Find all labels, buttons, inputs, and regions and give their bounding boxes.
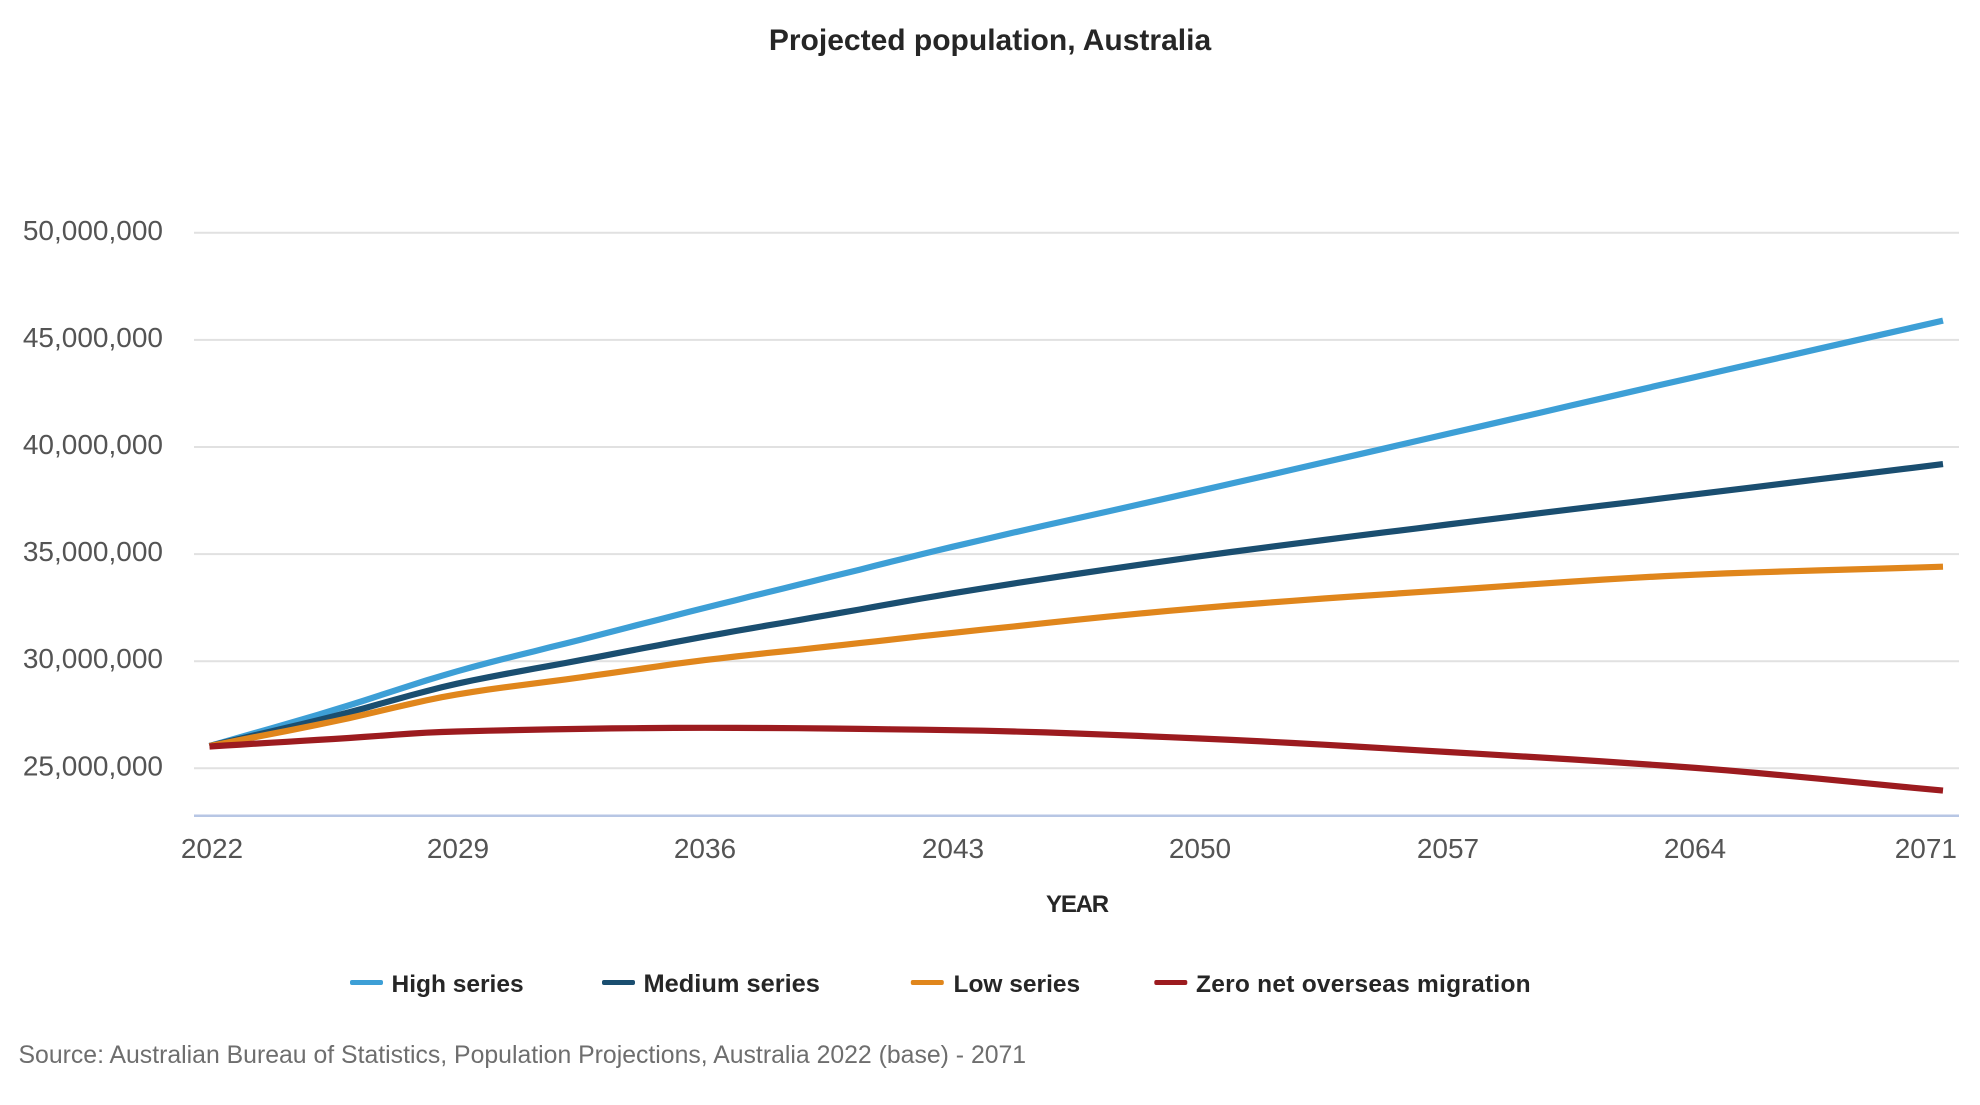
svg-text:Zero net overseas migration: Zero net overseas migration [1196, 971, 1531, 998]
svg-text:2071: 2071 [1895, 833, 1957, 864]
svg-text:2029: 2029 [427, 833, 489, 864]
svg-text:Low series: Low series [954, 971, 1081, 998]
svg-text:40,000,000: 40,000,000 [23, 429, 163, 460]
svg-text:30,000,000: 30,000,000 [23, 643, 163, 674]
svg-text:2022: 2022 [181, 833, 243, 864]
svg-text:25,000,000: 25,000,000 [23, 750, 163, 781]
svg-text:2064: 2064 [1664, 833, 1726, 864]
svg-text:2057: 2057 [1417, 833, 1479, 864]
svg-text:2050: 2050 [1169, 833, 1231, 864]
svg-text:2036: 2036 [674, 833, 736, 864]
svg-text:45,000,000: 45,000,000 [23, 322, 163, 353]
svg-text:YEAR: YEAR [1046, 891, 1109, 918]
svg-text:Projected population, Australi: Projected population, Australia [769, 24, 1212, 57]
svg-text:50,000,000: 50,000,000 [23, 215, 163, 246]
svg-text:Source: Australian Bureau of S: Source: Australian Bureau of Statistics,… [19, 1042, 1027, 1069]
svg-text:High series: High series [392, 971, 524, 998]
svg-text:2043: 2043 [922, 833, 984, 864]
svg-text:Medium series: Medium series [644, 970, 820, 998]
svg-text:35,000,000: 35,000,000 [23, 536, 163, 567]
